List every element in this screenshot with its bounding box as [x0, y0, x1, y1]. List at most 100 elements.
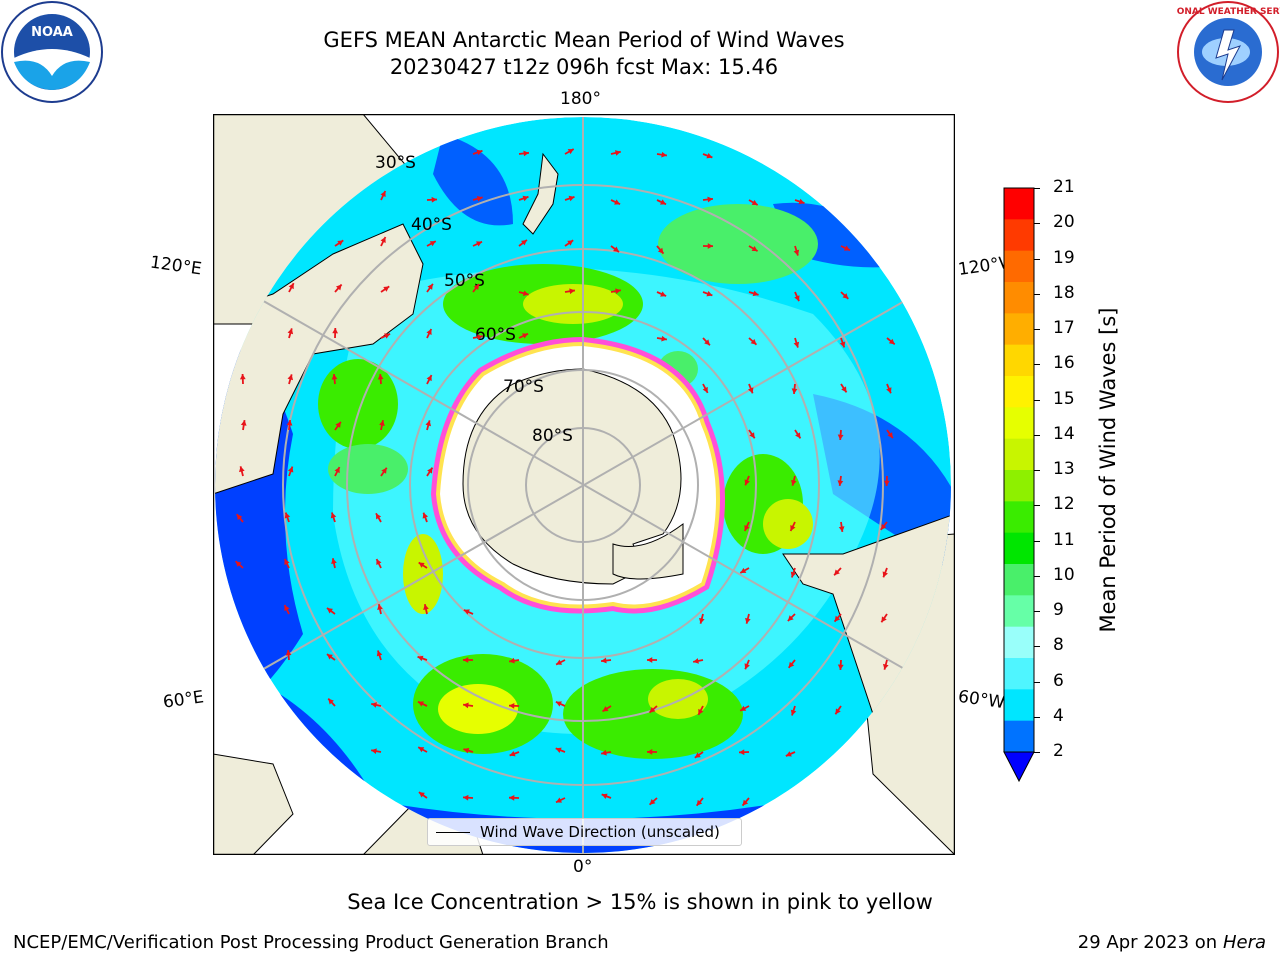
wave-arrow-head	[417, 655, 424, 662]
colorbar-level	[1004, 188, 1034, 220]
wave-arrow-head	[285, 650, 292, 656]
wave-arrow-head	[555, 747, 562, 753]
wave-arrow-head	[463, 747, 470, 754]
wave-arrow-head	[693, 658, 699, 664]
lon-120e: 120°E	[148, 252, 203, 280]
colorbar-tick-label: 11	[1053, 529, 1075, 550]
colorbar-tick-label: 21	[1053, 177, 1075, 197]
wave-arrow-head	[239, 374, 246, 380]
wave-arrow-head	[463, 702, 469, 709]
wave-arrow-head	[569, 288, 575, 295]
wave-arrow-head	[882, 571, 888, 578]
wave-arrow-head	[337, 240, 344, 246]
wave-arrow-head	[707, 243, 713, 249]
wave-arrow-head	[706, 290, 713, 297]
colorbar-tick	[1034, 752, 1040, 753]
wind-wave-arrows	[235, 148, 896, 807]
wave-arrow-head	[752, 290, 759, 297]
australia	[215, 223, 424, 495]
wave-arrow-head	[749, 432, 755, 439]
legend-line-swatch	[436, 831, 470, 833]
wave-arrow-head	[888, 338, 895, 345]
wave-arrow-head	[431, 196, 437, 203]
wave-arrow-head	[418, 792, 425, 798]
wave-arrow-head	[791, 388, 798, 394]
colorbar-tick	[1034, 470, 1040, 471]
lon-180: 180°	[560, 89, 601, 109]
wave-arrow-head	[522, 195, 529, 202]
wave-arrow-head	[602, 706, 609, 712]
colorbar-level	[1004, 564, 1034, 596]
sea-ice-caption: Sea Ice Concentration > 15% is shown in …	[347, 890, 933, 914]
wave-arrow-head	[425, 420, 432, 427]
noaa-logo-text: NOAA	[31, 25, 73, 40]
footer-organization: NCEP/EMC/Verification Post Processing Pr…	[13, 932, 609, 953]
colorbar-tick-label: 16	[1053, 353, 1075, 374]
wave-arrow-head	[881, 616, 887, 623]
colorbar-tick	[1034, 611, 1040, 612]
colorbar-tick-label: 18	[1053, 282, 1075, 303]
wave-arrow-head	[376, 559, 382, 566]
wave-arrow-head	[647, 657, 653, 663]
wave-arrow-head	[418, 562, 425, 568]
colorbar-tick-label: 13	[1053, 459, 1075, 479]
wave-arrow-head	[791, 479, 797, 486]
wave-arrow-head	[744, 479, 750, 486]
wave-arrow-head	[426, 375, 432, 382]
graticule	[215, 117, 951, 853]
wave-arrow-head	[335, 284, 342, 291]
wave-arrow-head	[886, 387, 892, 394]
colorbar-level	[1004, 313, 1034, 346]
colorbar-tick	[1034, 505, 1040, 507]
wave-arrow-head	[838, 526, 845, 532]
wave-arrow-head	[661, 151, 667, 158]
wave-arrow-head	[376, 650, 383, 657]
wave-arrow-head	[739, 749, 745, 756]
wave-arrow-head	[423, 604, 429, 610]
wave-arrow-head	[601, 793, 608, 799]
wave-arrow-head	[567, 240, 574, 246]
colorbar-tick-label: 2	[1053, 741, 1064, 761]
wave-arrow-head	[284, 512, 291, 519]
wave-arrow-head	[883, 480, 890, 486]
colorbar-tick-label: 6	[1053, 670, 1064, 691]
colorbar-tick-label: 12	[1053, 494, 1075, 515]
wave-arrow-head	[615, 288, 621, 294]
wave-arrow-head	[371, 748, 377, 754]
wave-arrow-head	[240, 420, 247, 426]
colorbar-tick-label: 8	[1053, 635, 1064, 656]
wave-arrow-head	[837, 434, 844, 440]
colorbar-label: Mean Period of Wind Waves [s]	[1096, 307, 1120, 633]
wave-arrow-head	[613, 246, 619, 253]
wave-arrow-head	[657, 247, 664, 254]
wave-arrow-head	[381, 467, 387, 474]
colorbar-level	[1004, 219, 1034, 252]
wave-arrow-head	[704, 339, 710, 346]
colorbar-tick	[1034, 329, 1040, 330]
wave-arrow-head	[883, 663, 889, 670]
wave-arrow-head	[647, 749, 653, 755]
wave-arrow-head	[707, 196, 713, 203]
colorbar-tick-label: 20	[1053, 212, 1075, 233]
colorbar-tick	[1034, 646, 1040, 648]
wave-arrow-head	[521, 239, 527, 246]
wave-arrow-head	[326, 608, 333, 614]
colorbar-tick	[1034, 188, 1040, 189]
wave-arrow-head	[555, 701, 562, 707]
wave-arrow-head	[287, 328, 294, 335]
wave-arrow-head	[335, 421, 341, 428]
wave-arrow-head	[785, 751, 792, 757]
colorbar-level	[1004, 720, 1034, 753]
wave-arrow-head	[788, 661, 795, 668]
lat-30s: 30°S	[375, 153, 416, 173]
lon-60w: 60°W	[956, 686, 1007, 714]
wave-arrow-head	[649, 706, 656, 713]
wave-arrow-head	[509, 750, 516, 757]
wave-arrow-head	[476, 149, 483, 156]
lat-80s: 80°S	[532, 426, 573, 446]
colorbar-tick-label: 10	[1053, 564, 1075, 585]
wave-arrow-head	[567, 149, 574, 155]
wave-arrow-head	[422, 512, 429, 519]
colorbar	[1003, 187, 1035, 783]
wave-arrow-head	[568, 195, 575, 202]
